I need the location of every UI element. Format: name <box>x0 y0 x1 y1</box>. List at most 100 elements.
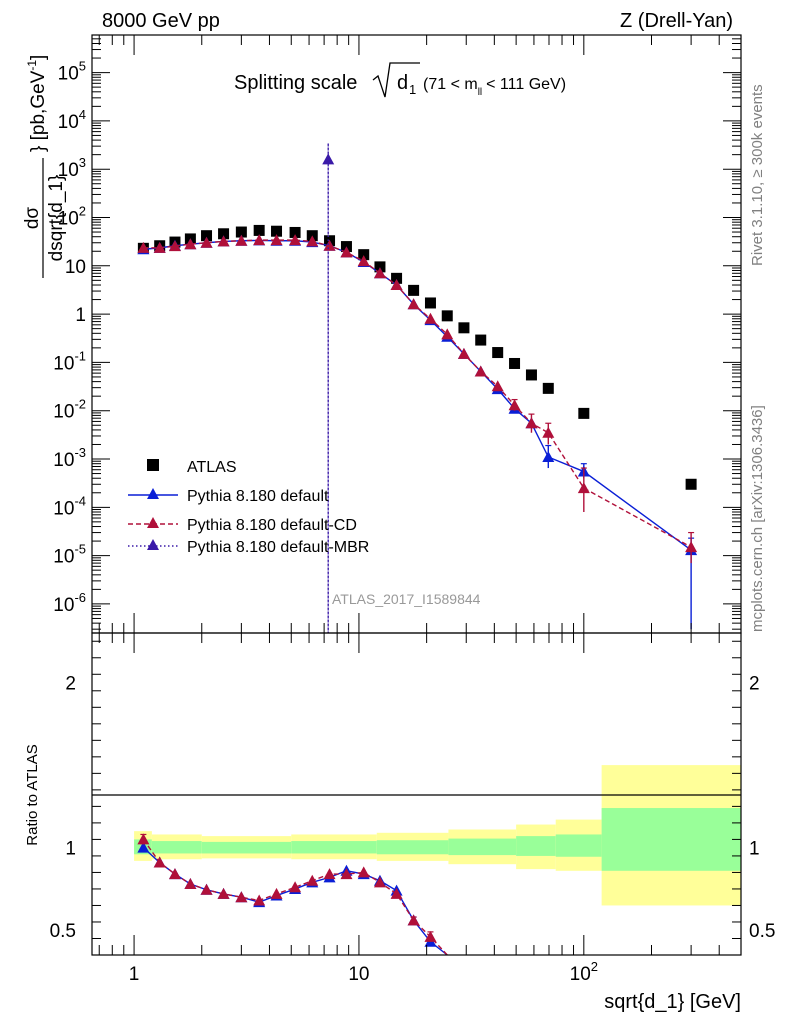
band-inner <box>555 834 602 857</box>
main-atlas-point <box>458 322 470 334</box>
main-cd-point <box>235 234 248 246</box>
main-cd-point <box>253 234 266 246</box>
main-atlas-point <box>391 272 403 284</box>
main-y-tick-base: 10 <box>53 595 74 616</box>
ratio-cd-point <box>357 866 370 878</box>
ratio-cd-point <box>153 856 166 868</box>
ratio-cd-point <box>200 883 213 895</box>
main-atlas-point <box>289 226 301 238</box>
band-inner <box>448 838 517 856</box>
x-tick-label: 1 <box>129 964 140 985</box>
main-y-tick-base: 1 <box>75 305 86 326</box>
x-tick-base: 1 <box>129 964 140 985</box>
main-y-tick-base: 10 <box>58 160 79 181</box>
band-inner <box>376 840 449 855</box>
main-atlas-point <box>358 249 370 261</box>
ratio-y-tick-label: 1 <box>65 839 76 860</box>
main-plot-panel: 10510410310210110-110-210-310-410-510-6 … <box>22 34 742 634</box>
main-cd-point <box>357 255 370 267</box>
ratio-y-tick-label-right: 0.5 <box>749 921 775 942</box>
main-y-tick-label: 105 <box>58 59 86 85</box>
title-mass-range: (71 < mll < 111 GeV) <box>423 76 566 98</box>
main-cd-point <box>289 234 302 246</box>
main-cd-point <box>407 298 420 310</box>
main-y-tick-base: 10 <box>53 450 74 471</box>
main-cd-point <box>306 235 319 247</box>
main-y-tick-exp: -1 <box>74 348 86 363</box>
main-y-tick-label: 103 <box>58 155 86 181</box>
main-y-tick-label: 10-6 <box>53 590 86 616</box>
ratio-cd-point <box>289 881 302 893</box>
main-cd-point <box>441 328 454 340</box>
main-cd-point <box>685 541 698 553</box>
main-y-tick-exp: 4 <box>79 107 86 122</box>
main-atlas-point <box>525 369 537 381</box>
title-mass-pre: (71 < m <box>423 76 478 93</box>
ratio-y-tick-label-right: 2 <box>749 674 760 695</box>
ratio-y-tick-label-right: 1 <box>749 839 760 860</box>
main-atlas-point <box>253 224 265 236</box>
main-y-tick-label: 104 <box>58 107 86 133</box>
main-cd-point <box>474 365 487 377</box>
ratio-cd-point <box>323 868 336 880</box>
x-tick-base: 10 <box>348 964 369 985</box>
main-cd-point <box>390 279 403 291</box>
title-mass-post: < 111 GeV) <box>486 76 566 93</box>
x-tick-base: 10 <box>570 964 591 985</box>
ratio-y-axis-label: Ratio to ATLAS <box>24 744 41 845</box>
title-text: Splitting scale <box>234 72 357 94</box>
main-y-tick-label: 10-4 <box>53 493 86 519</box>
main-cd-point <box>424 312 437 324</box>
ratio-cd-point <box>168 868 181 880</box>
main-y-tick-exp: 3 <box>79 155 86 170</box>
main-cd-point <box>525 417 538 429</box>
main-cd-point <box>340 246 353 258</box>
main-y-tick-base: 10 <box>53 353 74 374</box>
main-y-tick-exp: 2 <box>79 203 86 218</box>
main-atlas-point <box>509 357 521 369</box>
ratio-cd-point <box>424 930 437 942</box>
analysis-watermark: ATLAS_2017_I1589844 <box>332 591 481 607</box>
main-y-tick-label: 10-3 <box>53 445 86 471</box>
legend-mbr-label: Pythia 8.180 default-MBR <box>187 539 369 556</box>
main-cd-point <box>270 234 283 246</box>
main-y-tick-exp: -5 <box>74 542 86 557</box>
ratio-y-ticks: 2 2 1 1 0.5 0.5 <box>50 640 775 956</box>
ratio-cd-point <box>340 868 353 880</box>
main-y-tick-label: 10-5 <box>53 542 86 568</box>
main-cd-point <box>542 426 555 438</box>
main-y-tick-base: 10 <box>65 257 86 278</box>
main-x-ticks <box>98 35 742 633</box>
legend-cd-label: Pythia 8.180 default-CD <box>187 517 357 534</box>
ratio-frame <box>91 632 742 956</box>
ylabel-unit-close: ] <box>28 55 49 60</box>
title-d-symbol: d <box>397 72 408 94</box>
main-y-tick-exp: -6 <box>74 590 86 605</box>
ratio-uncertainty-bands <box>134 765 741 906</box>
x-tick-label: 10 <box>348 964 369 985</box>
main-title: Splitting scale d 1 (71 < mll < 111 GeV) <box>234 62 566 98</box>
ylabel-denominator: dsqrt{d_1} <box>46 175 67 262</box>
main-atlas-point <box>475 334 487 346</box>
main-y-tick-base: 10 <box>53 402 74 423</box>
main-y-tick-label: 10-2 <box>53 397 86 423</box>
main-cd-point <box>508 399 521 411</box>
main-cd-point <box>491 380 504 392</box>
ylabel-unit-text: } [pb,GeV <box>28 70 49 152</box>
mcplots-label: mcplots.cern.ch [arXiv:1306.3436] <box>749 405 766 632</box>
header-right: Z (Drell-Yan) <box>620 10 733 32</box>
main-cd-point <box>168 240 181 252</box>
main-y-tick-exp: -3 <box>74 445 86 460</box>
main-y-axis-label: dσ dsqrt{d_1} } [pb,GeV-1] <box>22 55 67 278</box>
rivet-label: Rivet 3.1.10, ≥ 300k events <box>749 84 766 266</box>
x-axis-label: sqrt{d_1} [GeV] <box>604 991 741 1013</box>
main-y-tick-base: 10 <box>58 208 79 229</box>
main-y-tick-base: 10 <box>58 64 79 85</box>
ratio-data-layer <box>137 833 448 956</box>
main-cd-point <box>373 267 386 279</box>
main-atlas-point <box>218 228 230 240</box>
main-cd-point <box>137 241 150 253</box>
title-d-subscript: 1 <box>409 82 416 97</box>
